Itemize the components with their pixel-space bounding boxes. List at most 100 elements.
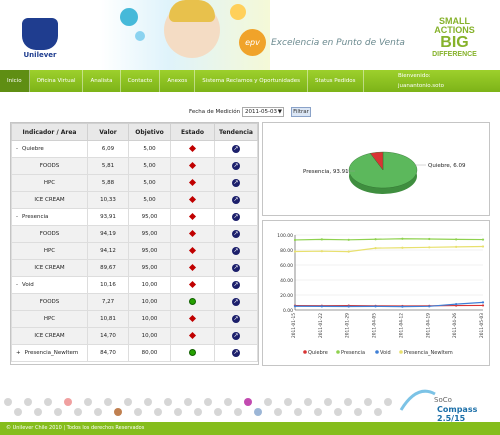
footer-dot bbox=[54, 408, 62, 416]
nav-status-pedidos[interactable]: Status Pedidos bbox=[308, 70, 364, 92]
data-point bbox=[428, 305, 431, 308]
username: juanantonio.soto bbox=[398, 83, 445, 89]
indicator-name-cell[interactable]: - Void bbox=[11, 276, 88, 294]
date-select[interactable]: 2011-05-03 ▼ bbox=[242, 107, 284, 117]
indicator-name: Presencia_NewItem bbox=[24, 350, 79, 356]
nav-inicio[interactable]: Inicio bbox=[0, 70, 30, 92]
welcome-label: Bienvenido: bbox=[398, 73, 431, 79]
table-header-row: Indicador / Area Valor Objetivo Estado T… bbox=[11, 123, 258, 141]
indicator-name-cell[interactable]: HPC bbox=[11, 174, 88, 192]
indicator-name-cell[interactable]: - Quiebre bbox=[11, 140, 88, 158]
indicator-name-cell[interactable]: HPC bbox=[11, 310, 88, 328]
indicator-name: FOODS bbox=[39, 163, 60, 169]
pie-slice[interactable] bbox=[369, 151, 384, 171]
valor-cell: 7,27 bbox=[87, 293, 129, 311]
footer-dot bbox=[114, 408, 122, 416]
objetivo-cell: 95,00 bbox=[128, 208, 171, 226]
trend-arrow-icon[interactable]: ↗ bbox=[232, 230, 240, 238]
trend-arrow-icon[interactable]: ↗ bbox=[232, 349, 240, 357]
indicator-name-cell[interactable]: - Presencia bbox=[11, 208, 88, 226]
estado-cell bbox=[170, 174, 215, 192]
estado-cell bbox=[170, 276, 215, 294]
trend-arrow-icon[interactable]: ↗ bbox=[232, 264, 240, 272]
nav-oficina-virtual[interactable]: Oficina Virtual bbox=[30, 70, 84, 92]
table-row: ICE CREAM 14,70 10,00 ↗ bbox=[11, 327, 258, 345]
trend-arrow-icon[interactable]: ↗ bbox=[232, 196, 240, 204]
collapse-toggle[interactable]: - bbox=[16, 146, 18, 152]
valor-cell: 10,81 bbox=[87, 310, 129, 328]
indicator-name: ICE CREAM bbox=[34, 333, 65, 339]
status-red-icon bbox=[188, 246, 197, 254]
trend-arrow-icon[interactable]: ↗ bbox=[232, 162, 240, 170]
nav-analista[interactable]: Analista bbox=[83, 70, 121, 92]
footer-dot bbox=[254, 408, 262, 416]
trend-arrow-icon[interactable]: ↗ bbox=[232, 315, 240, 323]
legend-marker bbox=[375, 350, 379, 354]
estado-cell bbox=[170, 310, 215, 328]
nav-sistema-reclamos[interactable]: Sistema Reclamos y Oportunidades bbox=[195, 70, 309, 92]
legend-label: Presencia bbox=[341, 350, 365, 356]
series-line-presencia_newitem bbox=[294, 245, 484, 253]
objetivo-cell: 5,00 bbox=[128, 157, 171, 175]
tendencia-cell: ↗ bbox=[214, 293, 258, 311]
collapse-toggle[interactable]: - bbox=[16, 282, 18, 288]
x-tick-label: 2011-01-22 bbox=[318, 313, 324, 338]
estado-cell bbox=[170, 157, 215, 175]
indicator-name-cell[interactable]: + Presencia_NewItem bbox=[11, 344, 88, 362]
footer-dot bbox=[324, 398, 332, 406]
data-point bbox=[374, 247, 377, 250]
indicator-name: FOODS bbox=[39, 299, 60, 305]
trend-arrow-icon[interactable]: ↗ bbox=[232, 281, 240, 289]
tendencia-cell: ↗ bbox=[214, 259, 258, 277]
small-actions-big-difference-logo: SMALL ACTIONS BIG DIFFERENCE bbox=[418, 17, 491, 65]
indicator-name-cell[interactable]: FOODS bbox=[11, 157, 88, 175]
footer-dot bbox=[44, 398, 52, 406]
filter-button[interactable]: Filtrar bbox=[291, 107, 311, 117]
valor-cell: 10,16 bbox=[87, 276, 129, 294]
collapse-toggle[interactable]: - bbox=[16, 214, 18, 220]
indicator-table: Indicador / Area Valor Objetivo Estado T… bbox=[11, 123, 258, 362]
indicator-name-cell[interactable]: FOODS bbox=[11, 293, 88, 311]
nav-anexos[interactable]: Anexos bbox=[160, 70, 196, 92]
pie-label-quiebre: Quiebre, 6.09 bbox=[428, 163, 466, 169]
soco-swoosh bbox=[399, 389, 436, 411]
status-red-icon bbox=[188, 144, 197, 152]
decor-circle-2 bbox=[135, 31, 145, 41]
line-chart-panel: 100.00 80.00 60.00 40.00 20.00 0.00 2011-01-15… bbox=[262, 220, 490, 366]
table-row: HPC 94,12 95,00 ↗ bbox=[11, 242, 258, 260]
y-tick-label: 20.00 bbox=[280, 293, 293, 299]
indicator-name-cell[interactable]: ICE CREAM bbox=[11, 259, 88, 277]
objetivo-cell: 10,00 bbox=[128, 293, 171, 311]
tendencia-cell: ↗ bbox=[214, 174, 258, 192]
sab-line-4: DIFFERENCE bbox=[432, 51, 477, 58]
nav-contacto[interactable]: Contacto bbox=[121, 70, 161, 92]
trend-arrow-icon[interactable]: ↗ bbox=[232, 179, 240, 187]
indicator-name-cell[interactable]: ICE CREAM bbox=[11, 191, 88, 209]
legend-label: Presencia_NewItem bbox=[404, 350, 453, 356]
trend-arrow-icon[interactable]: ↗ bbox=[232, 213, 240, 221]
data-point bbox=[293, 250, 297, 253]
line-chart: 100.00 80.00 60.00 40.00 20.00 0.002011-01-15… bbox=[277, 233, 485, 356]
expand-toggle[interactable]: + bbox=[16, 350, 21, 356]
y-tick-label: 0.00 bbox=[283, 308, 293, 314]
data-point bbox=[455, 238, 458, 241]
y-tick-label: 80.00 bbox=[280, 248, 293, 254]
data-point bbox=[293, 305, 297, 308]
indicator-name-cell[interactable]: HPC bbox=[11, 242, 88, 260]
status-red-icon bbox=[188, 195, 197, 203]
trend-arrow-icon[interactable]: ↗ bbox=[232, 247, 240, 255]
tendencia-cell: ↗ bbox=[214, 140, 258, 158]
trend-arrow-icon[interactable]: ↗ bbox=[232, 332, 240, 340]
table-row: + Presencia_NewItem 84,70 80,00 ↗ bbox=[11, 344, 258, 362]
trend-arrow-icon[interactable]: ↗ bbox=[232, 298, 240, 306]
trend-arrow-icon[interactable]: ↗ bbox=[232, 145, 240, 153]
footer-dot bbox=[154, 408, 162, 416]
objetivo-cell: 10,00 bbox=[128, 276, 171, 294]
tagline: Excelencia en Punto de Venta bbox=[271, 38, 405, 48]
indicator-name-cell[interactable]: FOODS bbox=[11, 225, 88, 243]
estado-cell bbox=[170, 293, 215, 311]
valor-cell: 93,91 bbox=[87, 208, 129, 226]
valor-cell: 10,33 bbox=[87, 191, 129, 209]
indicator-name-cell[interactable]: ICE CREAM bbox=[11, 327, 88, 345]
tendencia-cell: ↗ bbox=[214, 327, 258, 345]
